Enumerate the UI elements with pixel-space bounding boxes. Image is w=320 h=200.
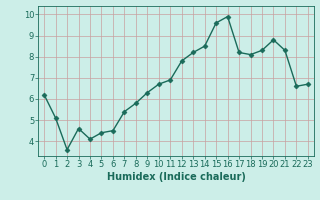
X-axis label: Humidex (Indice chaleur): Humidex (Indice chaleur) — [107, 172, 245, 182]
